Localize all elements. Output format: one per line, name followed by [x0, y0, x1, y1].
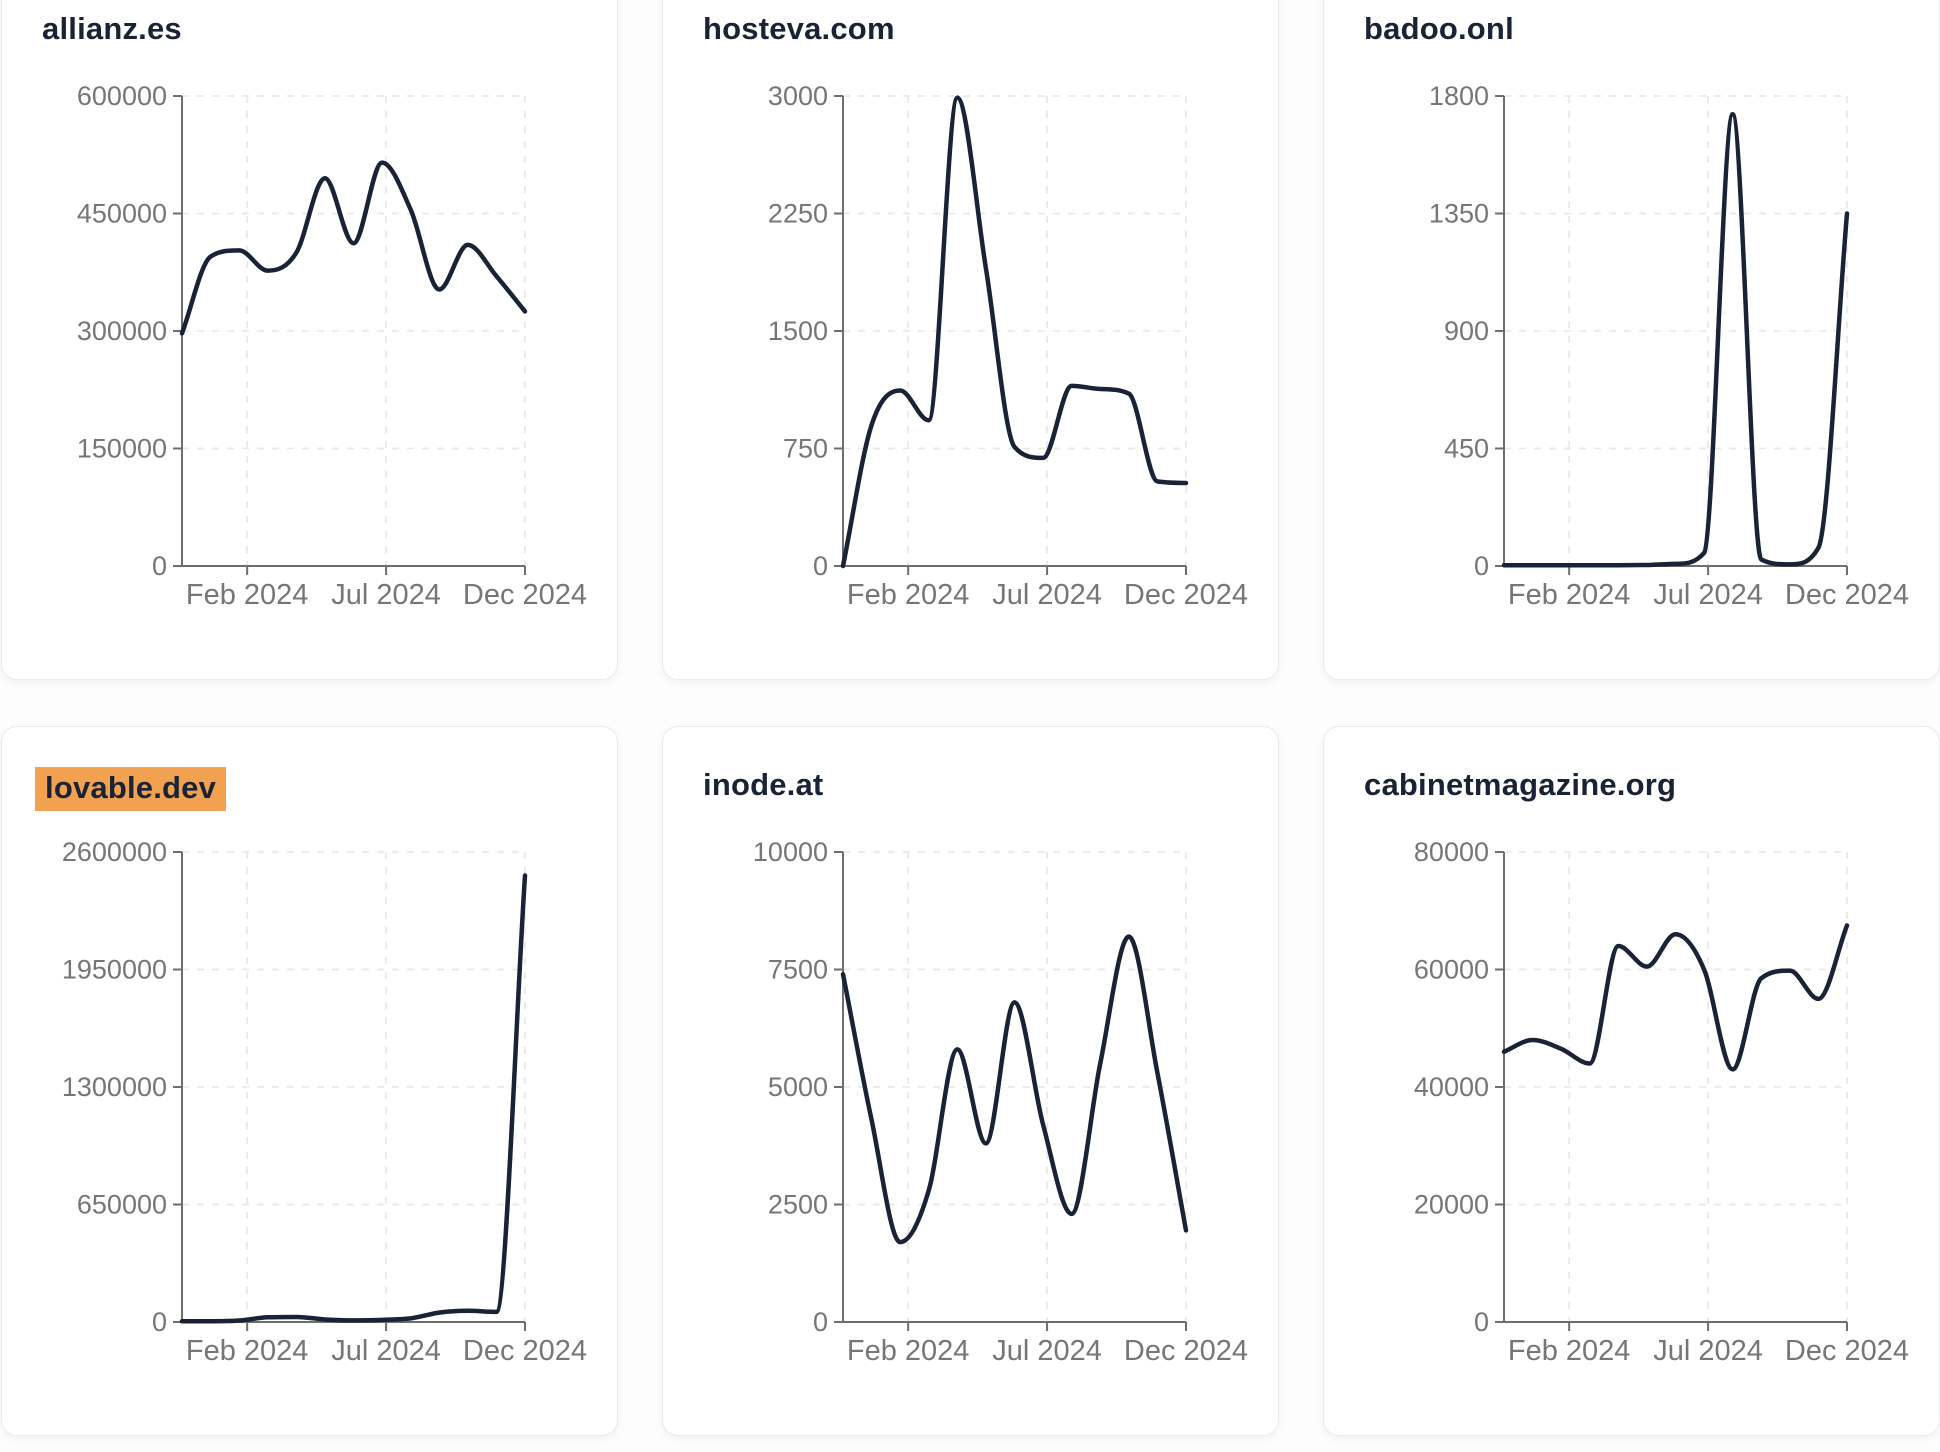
svg-text:Dec 2024: Dec 2024	[463, 1335, 587, 1367]
svg-text:20000: 20000	[1414, 1190, 1489, 1220]
svg-text:Dec 2024: Dec 2024	[1785, 1335, 1909, 1367]
svg-text:Feb 2024: Feb 2024	[1508, 1335, 1631, 1367]
svg-text:80000: 80000	[1414, 837, 1489, 867]
svg-text:10000: 10000	[753, 837, 828, 867]
line-chart: 0 650000 1300000 1950000 2600000 Feb 2024 Jul …	[62, 837, 587, 1367]
svg-text:Jul 2024: Jul 2024	[992, 579, 1102, 611]
svg-text:Dec 2024: Dec 2024	[1124, 1335, 1248, 1367]
svg-text:Jul 2024: Jul 2024	[331, 579, 441, 611]
svg-text:0: 0	[1474, 1307, 1489, 1337]
svg-text:450000: 450000	[77, 199, 167, 229]
svg-text:2250: 2250	[768, 199, 828, 229]
svg-text:900: 900	[1444, 316, 1489, 346]
svg-text:650000: 650000	[77, 1190, 167, 1220]
svg-text:Jul 2024: Jul 2024	[1653, 1335, 1763, 1367]
svg-text:0: 0	[152, 551, 167, 581]
chart-title: hosteva.com	[703, 11, 895, 46]
line-chart: 0 20000 40000 60000 80000 Feb 2024 Jul 2024 Dec…	[1414, 837, 1909, 1367]
svg-text:Feb 2024: Feb 2024	[186, 1335, 309, 1367]
svg-text:600000: 600000	[77, 81, 167, 111]
svg-text:0: 0	[813, 1307, 828, 1337]
svg-text:60000: 60000	[1414, 955, 1489, 985]
svg-text:Jul 2024: Jul 2024	[331, 1335, 441, 1367]
line-chart: 0 2500 5000 7500 10000 Feb 2024 Jul 2024 Dec 20…	[753, 837, 1248, 1367]
svg-text:7500: 7500	[768, 955, 828, 985]
chart-title: cabinetmagazine.org	[1364, 767, 1677, 802]
line-chart: 0 750 1500 2250 3000 Feb 2024 Jul 2024 Dec 2024	[768, 81, 1248, 611]
svg-text:5000: 5000	[768, 1072, 828, 1102]
chart-title: inode.at	[703, 767, 824, 802]
line-chart: 0 150000 300000 450000 600000 Feb 2024 Jul 202…	[77, 81, 587, 611]
svg-text:1500: 1500	[768, 316, 828, 346]
svg-text:40000: 40000	[1414, 1072, 1489, 1102]
svg-text:Feb 2024: Feb 2024	[847, 579, 970, 611]
svg-text:3000: 3000	[768, 81, 828, 111]
svg-text:1300000: 1300000	[62, 1072, 167, 1102]
chart-title-highlighted: lovable.dev	[35, 767, 227, 811]
svg-text:Feb 2024: Feb 2024	[186, 579, 309, 611]
domain-chart-card: inode.at 0 2500 5000 7500 10000 Feb 2024 Jul 2…	[662, 726, 1279, 1436]
svg-text:Feb 2024: Feb 2024	[847, 1335, 970, 1367]
svg-text:1800: 1800	[1429, 81, 1489, 111]
svg-text:Dec 2024: Dec 2024	[463, 579, 587, 611]
line-chart: 0 450 900 1350 1800 Feb 2024 Jul 2024 Dec 2024	[1429, 81, 1909, 611]
svg-text:1950000: 1950000	[62, 955, 167, 985]
svg-text:300000: 300000	[77, 316, 167, 346]
svg-text:Dec 2024: Dec 2024	[1785, 579, 1909, 611]
svg-text:Jul 2024: Jul 2024	[992, 1335, 1102, 1367]
svg-text:450: 450	[1444, 434, 1489, 464]
domain-chart-card: allianz.es 0 150000 300000 450000 600000 Feb …	[1, 0, 618, 680]
svg-text:750: 750	[783, 434, 828, 464]
svg-text:Feb 2024: Feb 2024	[1508, 579, 1631, 611]
svg-text:0: 0	[152, 1307, 167, 1337]
domain-chart-card: badoo.onl 0 450 900 1350 1800 Feb 2024 Jul 202…	[1323, 0, 1940, 680]
chart-title: allianz.es	[42, 11, 182, 46]
chart-title: badoo.onl	[1364, 11, 1514, 46]
svg-text:1350: 1350	[1429, 199, 1489, 229]
domain-chart-card: hosteva.com 0 750 1500 2250 3000 Feb 2024 Jul …	[662, 0, 1279, 680]
svg-text:0: 0	[1474, 551, 1489, 581]
svg-text:2500: 2500	[768, 1190, 828, 1220]
svg-text:Jul 2024: Jul 2024	[1653, 579, 1763, 611]
svg-text:Dec 2024: Dec 2024	[1124, 579, 1248, 611]
domain-chart-card: lovable.dev 0 650000 1300000 1950000 2600000…	[1, 726, 618, 1436]
domain-chart-card: cabinetmagazine.org 0 20000 40000 60000 8000…	[1323, 726, 1940, 1436]
svg-text:150000: 150000	[77, 434, 167, 464]
svg-text:2600000: 2600000	[62, 837, 167, 867]
svg-text:0: 0	[813, 551, 828, 581]
